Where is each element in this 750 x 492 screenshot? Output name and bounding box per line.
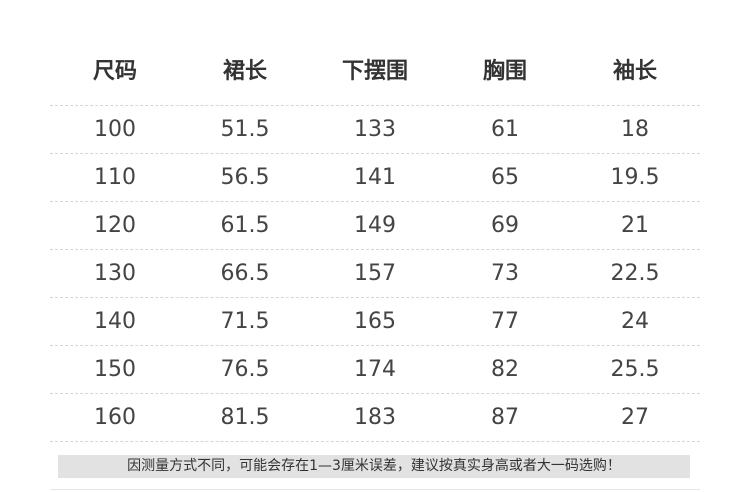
table-cell: 174 bbox=[354, 357, 396, 382]
table-cell: 19.5 bbox=[610, 165, 660, 190]
row-divider bbox=[50, 201, 700, 202]
table-cell: 21 bbox=[621, 213, 649, 238]
table-cell: 73 bbox=[491, 261, 519, 286]
header-cell: 袖长 bbox=[612, 59, 657, 84]
row-divider bbox=[50, 105, 700, 106]
table-cell: 130 bbox=[94, 261, 136, 286]
header-cell: 裙长 bbox=[222, 59, 267, 84]
table-cell: 87 bbox=[491, 405, 519, 430]
table-cell: 150 bbox=[94, 357, 136, 382]
row-divider bbox=[50, 441, 700, 442]
row-divider bbox=[50, 297, 700, 298]
table-cell: 76.5 bbox=[220, 357, 270, 382]
table-cell: 160 bbox=[94, 405, 136, 430]
table-cell: 183 bbox=[354, 405, 396, 430]
table-cell: 140 bbox=[94, 309, 136, 334]
table-cell: 61 bbox=[491, 117, 519, 142]
header-cell: 尺码 bbox=[92, 59, 137, 84]
table-cell: 141 bbox=[354, 165, 396, 190]
table-cell: 61.5 bbox=[220, 213, 270, 238]
table-cell: 22.5 bbox=[610, 261, 660, 286]
table-cell: 81.5 bbox=[220, 405, 270, 430]
table-cell: 27 bbox=[621, 405, 649, 430]
table-cell: 77 bbox=[491, 309, 519, 334]
table-cell: 165 bbox=[354, 309, 396, 334]
header-cell: 胸围 bbox=[482, 59, 527, 84]
table-cell: 51.5 bbox=[220, 117, 270, 142]
row-divider bbox=[50, 345, 700, 346]
note: 因测量方式不同，可能会存在1—3厘米误差，建议按真实身高或者大一码选购！ bbox=[58, 455, 690, 478]
header-cell: 下摆围 bbox=[341, 59, 408, 84]
table-cell: 149 bbox=[354, 213, 396, 238]
table-cell: 25.5 bbox=[610, 357, 660, 382]
table-cell: 120 bbox=[94, 213, 136, 238]
table-cell: 66.5 bbox=[220, 261, 270, 286]
table-cell: 69 bbox=[491, 213, 519, 238]
table-cell: 71.5 bbox=[220, 309, 270, 334]
row-divider bbox=[50, 153, 700, 154]
bottom-rule bbox=[50, 489, 700, 490]
table-cell: 82 bbox=[491, 357, 519, 382]
table-cell: 157 bbox=[354, 261, 396, 286]
table-cell: 24 bbox=[621, 309, 649, 334]
table-cell: 18 bbox=[621, 117, 649, 142]
row-divider bbox=[50, 249, 700, 250]
table-cell: 100 bbox=[94, 117, 136, 142]
table-cell: 133 bbox=[354, 117, 396, 142]
table-cell: 56.5 bbox=[220, 165, 270, 190]
row-divider bbox=[50, 393, 700, 394]
table-cell: 110 bbox=[94, 165, 136, 190]
table-cell: 65 bbox=[491, 165, 519, 190]
